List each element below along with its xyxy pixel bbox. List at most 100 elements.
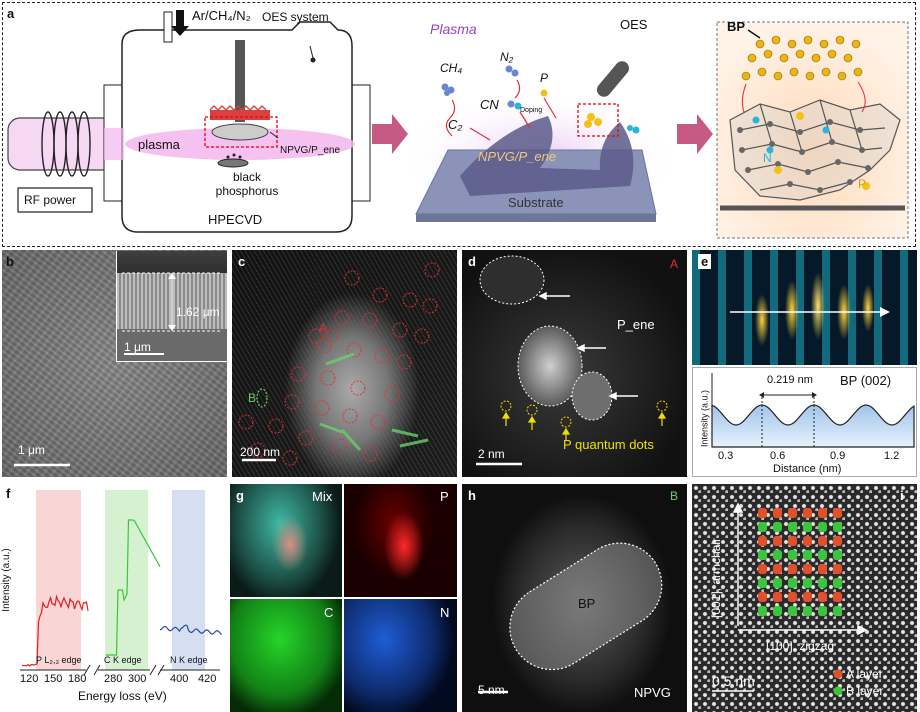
lattice-atom — [788, 592, 797, 602]
doping-label: Doping — [520, 107, 542, 114]
lattice-atom — [833, 564, 842, 574]
atom-lattice — [758, 508, 842, 616]
panel-i-zigzag-label: [100], zigzag — [766, 640, 834, 652]
lattice-atom — [803, 508, 812, 518]
lattice-atom — [773, 550, 782, 560]
panel-h-corner-label: B — [670, 490, 678, 502]
panel-label-c: c — [238, 254, 245, 269]
panel-label-i: i — [900, 488, 904, 503]
lattice-atom — [788, 522, 797, 532]
film-label: NPVG/P_ene — [478, 150, 556, 163]
panel-d-region-label: P_ene — [617, 318, 655, 331]
lattice-atom — [788, 536, 797, 546]
lattice-atom — [818, 606, 827, 616]
oes-label: OES — [620, 18, 647, 31]
lattice-atom — [773, 536, 782, 546]
panel-d-scale-label: 2 nm — [478, 448, 505, 460]
lattice-atom — [803, 522, 812, 532]
black-phosphorus-label: black phosphorus — [212, 170, 282, 198]
panel-c-markers — [232, 250, 457, 477]
lattice-atom — [758, 522, 767, 532]
n2-label: N₂ — [500, 51, 513, 63]
panel-f-tick-4: 280 — [104, 674, 122, 685]
stage-arrow-icon-2 — [677, 114, 713, 154]
panel-f-tick-3: 180 — [68, 674, 86, 685]
lattice-atom — [803, 578, 812, 588]
panel-b-inset-scale-label: 1 μm — [124, 341, 151, 353]
panel-d-dots-label: P quantum dots — [563, 438, 654, 451]
panel-c-marker-a: A — [319, 322, 327, 334]
lattice-atom — [788, 564, 797, 574]
lattice-atom — [803, 606, 812, 616]
panel-f-tick-2: 150 — [44, 674, 62, 685]
panel-f-edge-n: N K edge — [170, 656, 208, 665]
n-edge-spectrum — [160, 625, 222, 635]
panel-g-n-label: N — [440, 606, 449, 619]
plasma-title-label: Plasma — [430, 22, 477, 36]
panel-e-tick-1: 0.3 — [718, 451, 733, 462]
lattice-atom — [818, 508, 827, 518]
lattice-atom — [833, 578, 842, 588]
panel-c-marker-b: B — [248, 392, 256, 404]
lattice-atom — [773, 592, 782, 602]
panel-b-thickness-label: 1.62 μm — [176, 306, 220, 318]
panel-label-h: h — [468, 488, 476, 503]
lattice-atom — [758, 564, 767, 574]
p-label: P — [540, 72, 548, 84]
substrate-label: Substrate — [508, 196, 564, 209]
lattice-atom — [818, 550, 827, 560]
panel-label-b: b — [6, 254, 14, 269]
lattice-atom — [758, 606, 767, 616]
panel-f-tick-7: 420 — [198, 674, 216, 685]
panel-i-armchair-label: [001], armchair — [710, 538, 722, 618]
panel-f-edge-p: P L₂,₃ edge — [36, 656, 82, 665]
lattice-atom — [773, 522, 782, 532]
lattice-atom — [833, 508, 842, 518]
lattice-atom — [833, 522, 842, 532]
lattice-atom — [758, 578, 767, 588]
lattice-atom — [818, 564, 827, 574]
sample-label: NPVG/P_ene — [280, 146, 340, 156]
lattice-atom — [818, 522, 827, 532]
lattice-atom — [773, 564, 782, 574]
n-atom-label: N — [763, 152, 772, 164]
lattice-atom — [758, 550, 767, 560]
panel-h-particle-label: BP — [578, 597, 595, 610]
oes-probe-icon — [594, 58, 632, 99]
lattice-atom — [803, 536, 812, 546]
panel-b-scale-label: 1 μm — [18, 444, 45, 456]
lattice-atom — [803, 592, 812, 602]
c-edge-spectrum — [106, 520, 160, 655]
panel-e-tick-4: 1.2 — [884, 451, 899, 462]
ch4-label: CH₄ — [440, 62, 462, 74]
panel-e-xlabel: Distance (nm) — [773, 464, 841, 475]
lattice-atom — [758, 508, 767, 518]
rf-power-label: RF power — [24, 194, 76, 206]
panel-b-scale-bar — [14, 462, 74, 468]
panel-g-p-label: P — [440, 490, 449, 503]
panel-f-tick-6: 400 — [170, 674, 188, 685]
panel-i-b-layer-label: B layer — [846, 685, 883, 697]
chamber-label: HPECVD — [208, 213, 262, 226]
lattice-atom — [788, 508, 797, 518]
lattice-atom — [788, 578, 797, 588]
lattice-atom — [788, 550, 797, 560]
gas-label: Ar/CH₄/N₂ — [192, 9, 251, 22]
profile-curve — [712, 405, 914, 447]
panel-e-tick-2: 0.6 — [770, 451, 785, 462]
panel-e-spacing-label: 0.219 nm — [767, 375, 813, 386]
lattice-atom — [818, 592, 827, 602]
p-atom-label: P — [858, 178, 866, 190]
lattice-atom — [803, 564, 812, 574]
lattice-atom — [833, 606, 842, 616]
lattice-atom — [773, 508, 782, 518]
panel-f-xlabel: Energy loss (eV) — [78, 690, 167, 702]
lattice-atom — [758, 592, 767, 602]
panel-d-corner-label: A — [670, 258, 678, 270]
panel-g-c-label: C — [324, 606, 333, 619]
panel-f-ylabel: Intensity (a.u.) — [2, 540, 12, 620]
panel-g-mix-label: Mix — [312, 490, 332, 503]
panel-c-scale-label: 200 nm — [240, 446, 280, 458]
panel-label-g: g — [236, 488, 244, 503]
lattice-atom — [833, 550, 842, 560]
